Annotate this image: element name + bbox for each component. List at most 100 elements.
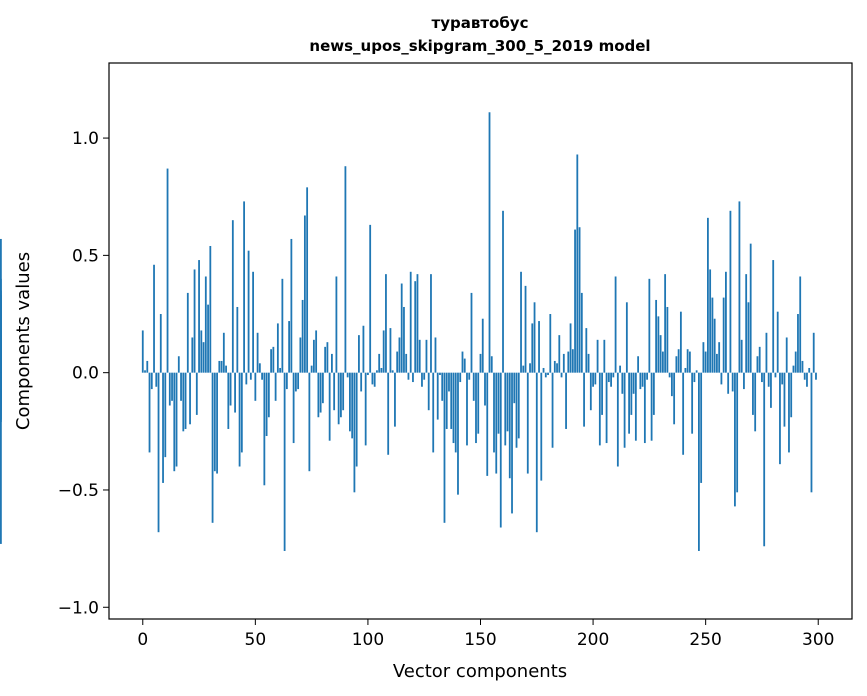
bar-254 xyxy=(713,318,716,373)
bar-65 xyxy=(288,321,291,373)
bar-36 xyxy=(222,332,225,373)
bar-130 xyxy=(434,337,437,373)
bar-98 xyxy=(362,325,365,373)
bar-234 xyxy=(668,372,671,378)
bar-115 xyxy=(400,283,403,373)
bar-163 xyxy=(508,372,511,479)
bar-255 xyxy=(716,353,718,373)
bar-296 xyxy=(808,367,811,373)
bar-10 xyxy=(164,372,167,458)
bar-59 xyxy=(274,372,277,401)
bar-284 xyxy=(781,372,784,385)
bar-294 xyxy=(803,372,806,380)
bar-112 xyxy=(394,372,396,427)
bar-60 xyxy=(276,323,279,373)
bar-260 xyxy=(727,372,730,394)
bar-256 xyxy=(718,342,721,373)
bar-18 xyxy=(182,372,185,432)
bar-73 xyxy=(306,187,309,373)
bar-32 xyxy=(213,372,216,472)
bar-48 xyxy=(249,372,252,380)
bar-192 xyxy=(574,229,576,373)
bar-37 xyxy=(225,365,227,373)
bar-16 xyxy=(177,356,180,373)
bar-93 xyxy=(351,372,354,439)
bar-219 xyxy=(634,372,637,441)
bar-215 xyxy=(625,302,628,373)
bar-295 xyxy=(806,372,808,387)
bar-180 xyxy=(547,372,549,376)
bar-88 xyxy=(340,372,342,418)
bar-225 xyxy=(648,278,651,373)
bar-58 xyxy=(272,346,275,373)
bar-187 xyxy=(562,353,565,373)
bar-167 xyxy=(517,372,520,439)
bar-117 xyxy=(405,353,408,373)
bar-27 xyxy=(202,342,205,373)
bar-246 xyxy=(695,370,698,373)
bar-29 xyxy=(207,304,209,373)
bar-107 xyxy=(382,330,385,373)
bar-series xyxy=(0,112,817,551)
bar-258 xyxy=(722,297,725,373)
bar-227 xyxy=(652,372,655,415)
y-tick-label: 0.0 xyxy=(72,364,99,384)
bar-77 xyxy=(315,330,318,373)
bar-70 xyxy=(299,337,302,373)
bar-61 xyxy=(279,367,282,373)
bar-35 xyxy=(220,360,223,373)
bar-210 xyxy=(614,276,617,373)
y-tick-label: 1.0 xyxy=(72,129,99,149)
bar-134 xyxy=(443,372,446,523)
bar-153 xyxy=(486,372,489,476)
bar-157 xyxy=(495,372,498,474)
chart-title-line-2: news_upos_skipgram_300_5_2019 model xyxy=(309,37,650,55)
bar-71 xyxy=(301,299,304,373)
x-axis-ticks: 0 50 100 150 200 250 300 xyxy=(137,619,834,650)
bar-197 xyxy=(585,328,588,373)
bar-113 xyxy=(396,351,399,373)
bar-206 xyxy=(605,372,608,444)
bar-83 xyxy=(328,372,331,441)
bar-269 xyxy=(747,302,750,373)
bar-244 xyxy=(691,372,694,434)
bar-276 xyxy=(763,372,766,547)
x-tick-label: 250 xyxy=(689,630,721,650)
bar-15 xyxy=(175,372,178,467)
bar-228 xyxy=(655,299,658,373)
x-tick-label: 200 xyxy=(577,630,609,650)
bar-132 xyxy=(439,372,441,376)
bar-62 xyxy=(281,278,284,373)
bar-86 xyxy=(335,276,338,373)
bar-120 xyxy=(412,372,414,383)
bar-299 xyxy=(815,372,817,380)
bar-90 xyxy=(344,166,347,373)
bar-82 xyxy=(326,342,329,373)
bar-267 xyxy=(743,372,745,390)
bar-125 xyxy=(423,372,426,380)
bar-66 xyxy=(290,238,293,373)
y-tick-label: −0.5 xyxy=(58,481,99,501)
bar-53 xyxy=(261,372,263,380)
bar-92 xyxy=(349,372,351,432)
bar-224 xyxy=(646,372,649,380)
bar-21 xyxy=(189,372,191,425)
bar-undefined xyxy=(0,358,2,373)
bar-111 xyxy=(391,370,394,373)
bar-133 xyxy=(441,372,444,401)
bar-247 xyxy=(698,372,700,551)
bar-143 xyxy=(463,358,466,373)
bar-103 xyxy=(373,372,376,387)
bar-85 xyxy=(333,372,336,411)
x-tick-label: 100 xyxy=(352,630,384,650)
bar-102 xyxy=(371,372,374,385)
bar-49 xyxy=(252,271,254,373)
bar-250 xyxy=(704,351,707,373)
bar-39 xyxy=(229,372,232,406)
bar-7 xyxy=(157,372,160,533)
bar-290 xyxy=(794,351,797,373)
bar-137 xyxy=(450,372,453,429)
bar-9 xyxy=(162,372,164,483)
bar-176 xyxy=(538,321,540,373)
bar-253 xyxy=(711,297,714,373)
